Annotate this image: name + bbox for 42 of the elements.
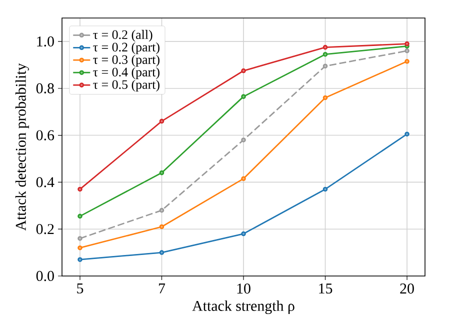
y-tick-label: 0.0 bbox=[36, 270, 54, 282]
legend-label: τ = 0.2 (part) bbox=[93, 42, 160, 54]
x-tick-label: 15 bbox=[319, 284, 332, 294]
point bbox=[78, 257, 82, 262]
point bbox=[404, 48, 410, 54]
x-axis-title: Attack strength ρ bbox=[192, 300, 294, 314]
point bbox=[159, 224, 164, 230]
point bbox=[241, 176, 246, 182]
point bbox=[404, 41, 410, 46]
point bbox=[241, 68, 246, 74]
point bbox=[159, 170, 164, 176]
legend-label: τ = 0.2 (all) bbox=[93, 30, 152, 42]
x-tick-label: 7 bbox=[158, 284, 166, 294]
point bbox=[159, 118, 164, 124]
legend-label: τ = 0.3 (part) bbox=[93, 54, 160, 67]
x-tick-label: 10 bbox=[237, 284, 250, 294]
point bbox=[322, 52, 328, 57]
point bbox=[241, 231, 246, 236]
y-axis-title: Attack detection probability bbox=[15, 63, 29, 231]
point bbox=[322, 44, 328, 50]
point bbox=[404, 58, 410, 64]
point bbox=[241, 94, 246, 99]
point bbox=[322, 186, 328, 192]
y-tick-label: 1.0 bbox=[37, 36, 54, 47]
x-tick-label: 5 bbox=[77, 284, 84, 294]
point bbox=[78, 236, 82, 241]
y-tick-label: 0.4 bbox=[36, 177, 54, 188]
y-tick-label: 0.8 bbox=[36, 83, 54, 94]
legend-label: τ = 0.4 (part) bbox=[93, 67, 160, 80]
y-tick-label: 0.6 bbox=[36, 130, 54, 140]
x-tick-label: 20 bbox=[400, 284, 414, 294]
point bbox=[78, 186, 82, 192]
point bbox=[159, 208, 164, 213]
point bbox=[404, 132, 410, 136]
point bbox=[78, 245, 82, 250]
legend-label: τ = 0.5 (part) bbox=[93, 80, 160, 92]
point bbox=[322, 64, 328, 68]
point bbox=[322, 95, 328, 100]
y-tick-label: 0.2 bbox=[36, 224, 54, 234]
point bbox=[241, 138, 246, 142]
point bbox=[78, 214, 82, 219]
point bbox=[159, 250, 164, 255]
